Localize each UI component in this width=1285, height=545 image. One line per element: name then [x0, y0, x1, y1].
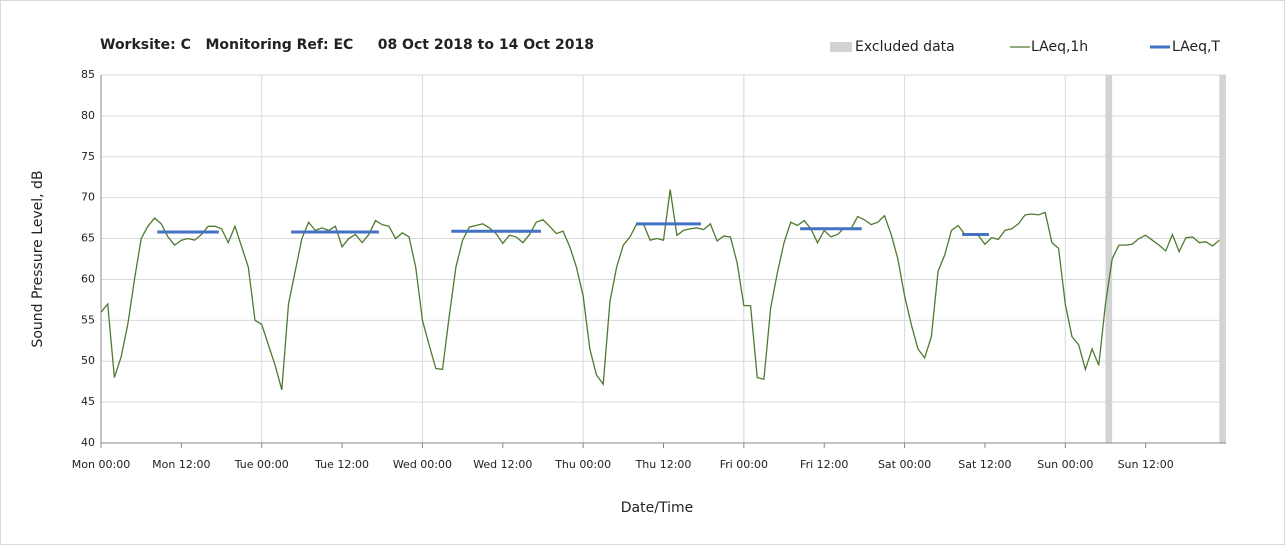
x-tick-label: Thu 00:00 [554, 458, 611, 471]
x-axis-title: Date/Time [621, 500, 693, 516]
y-tick-label: 80 [81, 109, 95, 122]
x-tick-label: Tue 00:00 [234, 458, 289, 471]
x-tick-label: Wed 12:00 [473, 458, 532, 471]
y-axis-title: Sound Pressure Level, dB [30, 170, 46, 347]
x-tick-label: Sun 00:00 [1037, 458, 1093, 471]
x-tick-label: Tue 12:00 [314, 458, 369, 471]
y-tick-label: 40 [81, 436, 95, 449]
x-tick-label: Mon 12:00 [152, 458, 210, 471]
x-tick-label: Fri 12:00 [800, 458, 848, 471]
x-tick-label: Mon 00:00 [72, 458, 130, 471]
excluded-band [1219, 75, 1226, 443]
y-tick-label: 60 [81, 272, 95, 285]
x-tick-label: Sat 12:00 [958, 458, 1011, 471]
x-tick-label: Wed 00:00 [393, 458, 452, 471]
y-tick-label: 50 [81, 354, 95, 367]
y-tick-label: 55 [81, 313, 95, 326]
x-tick-label: Sat 00:00 [878, 458, 931, 471]
legend-label: LAeq,1h [1031, 39, 1088, 55]
legend-swatch [830, 42, 852, 52]
y-tick-label: 75 [81, 150, 95, 163]
legend-label: Excluded data [855, 39, 955, 55]
y-tick-label: 70 [81, 191, 95, 204]
excluded-band [1105, 75, 1113, 443]
y-tick-label: 85 [81, 68, 95, 81]
y-tick-label: 45 [81, 395, 95, 408]
data-line [100, 189, 1220, 391]
x-tick-label: Sun 12:00 [1118, 458, 1174, 471]
x-tick-label: Fri 00:00 [720, 458, 768, 471]
chart-title: Worksite: C Monitoring Ref: EC 08 Oct 20… [100, 37, 594, 53]
y-tick-label: 65 [81, 232, 95, 245]
x-tick-label: Thu 12:00 [635, 458, 692, 471]
legend-label: LAeq,T [1172, 39, 1220, 55]
